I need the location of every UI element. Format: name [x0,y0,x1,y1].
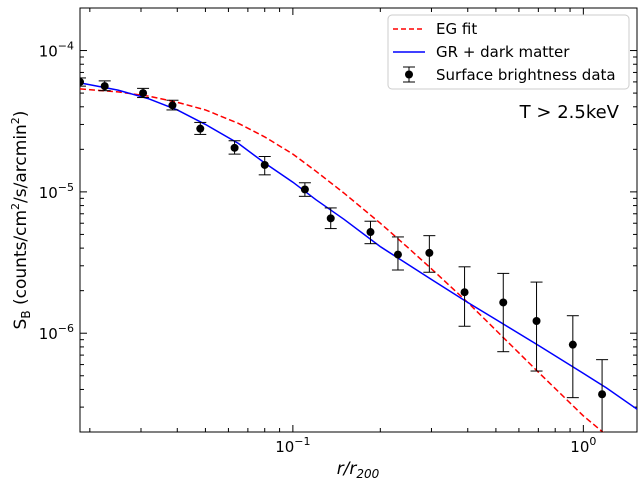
plot-frame [79,7,638,433]
data-marker [139,89,148,98]
data-point [228,140,241,155]
data-point [194,121,207,135]
data-point [137,87,150,99]
data-marker [366,228,375,237]
x-tick-label: 10−1 [275,435,310,456]
data-marker [80,77,84,86]
ticks: 10−1 100 10−6 10−5 10−4 [39,7,637,456]
data-point [596,359,609,432]
data-marker [230,143,239,152]
y-tick-label: 10−4 [39,40,74,61]
data-point [166,99,179,111]
data-marker [568,340,577,349]
data-marker [260,160,269,169]
data-point [497,272,510,353]
eg-fit-curve [80,88,604,432]
data-point [391,236,404,271]
data-marker [326,214,335,223]
data-marker [425,248,434,257]
data-marker [168,101,177,110]
legend: EG fit GR + dark matter Surface brightne… [387,14,630,90]
data-point [423,235,436,273]
data-point [324,207,337,230]
legend-label-gr-dark-matter: GR + dark matter [436,43,570,61]
data-marker [598,390,607,399]
data-point [458,266,471,327]
data-marker [460,288,469,297]
x-tick-label: 100 [570,435,596,456]
data-marker [196,124,205,133]
data-marker [300,185,309,194]
legend-label-data: Surface brightness data [436,66,616,84]
data-points [80,77,609,432]
legend-swatch-data-marker [405,70,413,79]
data-marker [393,250,402,259]
y-axis-label: SB (counts/cm2/s/arcmin2) [9,111,33,330]
y-tick-label: 10−5 [39,181,74,202]
data-point [80,77,86,87]
legend-box [387,14,630,90]
data-marker [499,298,508,307]
data-point [364,220,377,245]
data-point [98,80,111,92]
legend-label-eg-fit: EG fit [436,20,477,38]
data-marker [532,317,541,326]
gr-dark-matter-curve [80,82,637,410]
y-tick-label: 10−6 [39,322,74,343]
data-point [530,281,543,372]
curves [80,82,637,432]
data-point [258,155,271,176]
x-axis-label: r/r200 [337,459,380,481]
data-marker [100,82,109,91]
temperature-annotation: T > 2.5keV [519,102,620,123]
data-point [298,182,311,197]
data-point [566,315,579,399]
